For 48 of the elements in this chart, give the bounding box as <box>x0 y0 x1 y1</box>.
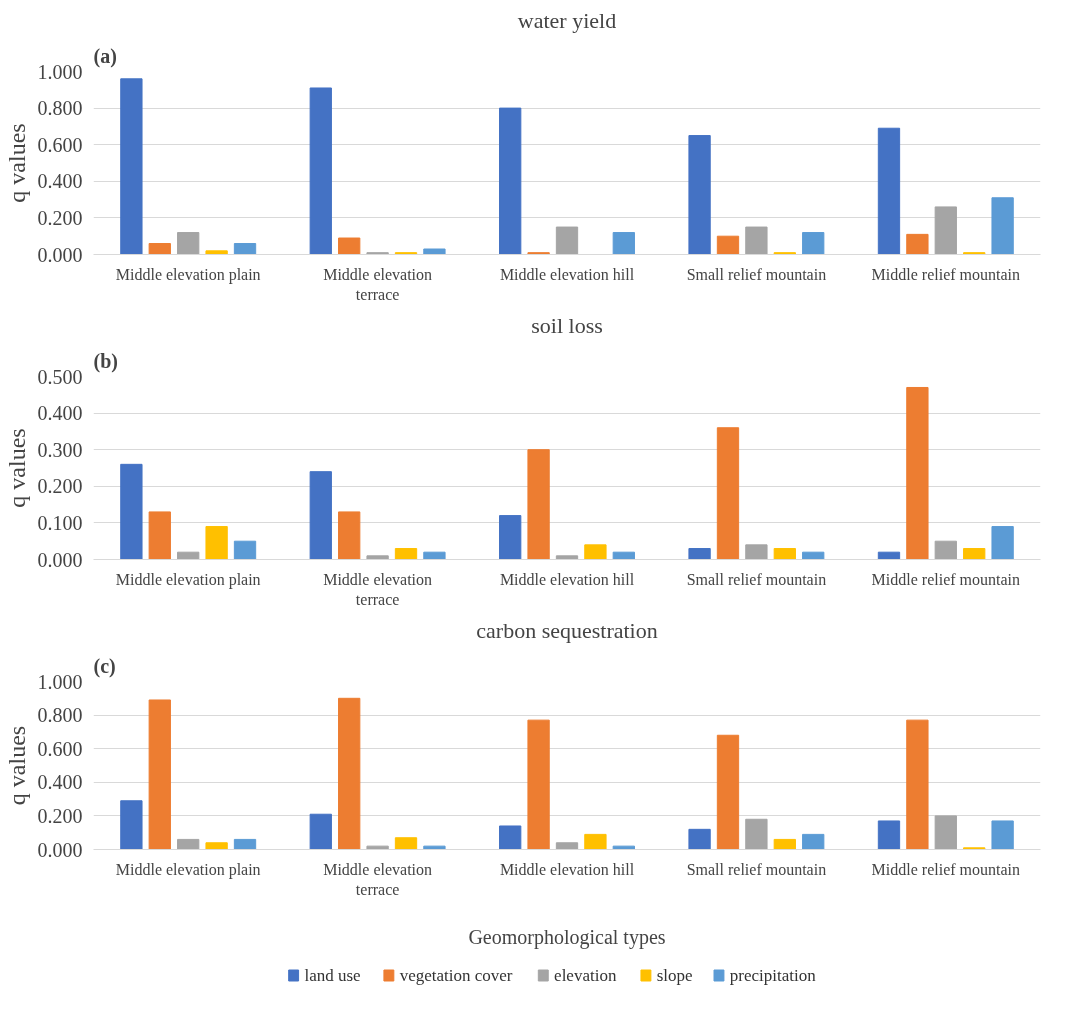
y-tick-label: 0.200 <box>37 206 83 229</box>
x-axis-title: Geomorphological types <box>468 925 666 949</box>
y-tick-label: 0.200 <box>37 804 83 827</box>
x-tick-label: Middle elevation plain <box>115 860 261 879</box>
y-tick-label: 0.000 <box>37 243 83 266</box>
chart-title: water yield <box>517 7 617 33</box>
x-tick-label: Middle elevation terrace <box>323 570 433 608</box>
x-tick-label: Middle elevation hill <box>499 265 635 283</box>
y-tick-label: 0.500 <box>37 365 83 388</box>
x-tick-label: Middle elevation terrace <box>323 265 433 303</box>
y-tick-label: 0.200 <box>37 475 83 498</box>
text: (a) <box>93 44 117 68</box>
y-tick-label: 0.800 <box>37 97 83 120</box>
y-tick-label: 1.000 <box>37 670 83 693</box>
y-axis-title: q values <box>3 725 30 806</box>
x-tick-label: Middle elevation terrace <box>323 860 433 898</box>
x-tick-label: Middle elevation plain <box>115 570 261 589</box>
x-tick-label: Middle elevation plain <box>115 265 261 284</box>
text: (b) <box>93 349 118 373</box>
y-tick-label: 0.600 <box>37 737 83 760</box>
y-tick-label: 0.400 <box>37 170 83 193</box>
y-tick-label: 1.000 <box>37 60 83 83</box>
y-axis-title: q values <box>3 428 30 508</box>
y-tick-label: 0.000 <box>37 838 83 861</box>
y-tick-label: 0.600 <box>37 133 83 156</box>
x-tick-label: Small relief mountain <box>686 570 827 588</box>
y-tick-label: 0.100 <box>37 511 83 534</box>
legend-label: precipitation <box>729 966 817 985</box>
chart-title: carbon sequestration <box>476 617 658 643</box>
legend-label: land use <box>304 966 361 985</box>
chart-title: soil loss <box>531 312 603 338</box>
legend-label: vegetation cover <box>399 966 513 985</box>
y-axis-title: q values <box>3 123 30 203</box>
x-tick-label: Small relief mountain <box>686 860 827 878</box>
x-tick-label: Small relief mountain <box>686 265 827 283</box>
legend-label: slope <box>656 966 693 985</box>
x-tick-label: Middle elevation hill <box>499 860 635 878</box>
text: (c) <box>93 654 116 678</box>
x-tick-label: Middle elevation hill <box>499 570 635 588</box>
y-tick-label: 0.400 <box>37 771 83 794</box>
y-tick-label: 0.400 <box>37 402 83 425</box>
y-tick-label: 0.000 <box>37 548 83 571</box>
x-tick-label: Middle relief mountain <box>871 860 1020 878</box>
y-tick-label: 0.300 <box>37 438 83 461</box>
legend-label: elevation <box>554 966 617 985</box>
y-tick-label: 0.800 <box>37 704 83 727</box>
x-tick-label: Middle relief mountain <box>871 570 1020 588</box>
x-tick-label: Middle relief mountain <box>871 265 1020 283</box>
